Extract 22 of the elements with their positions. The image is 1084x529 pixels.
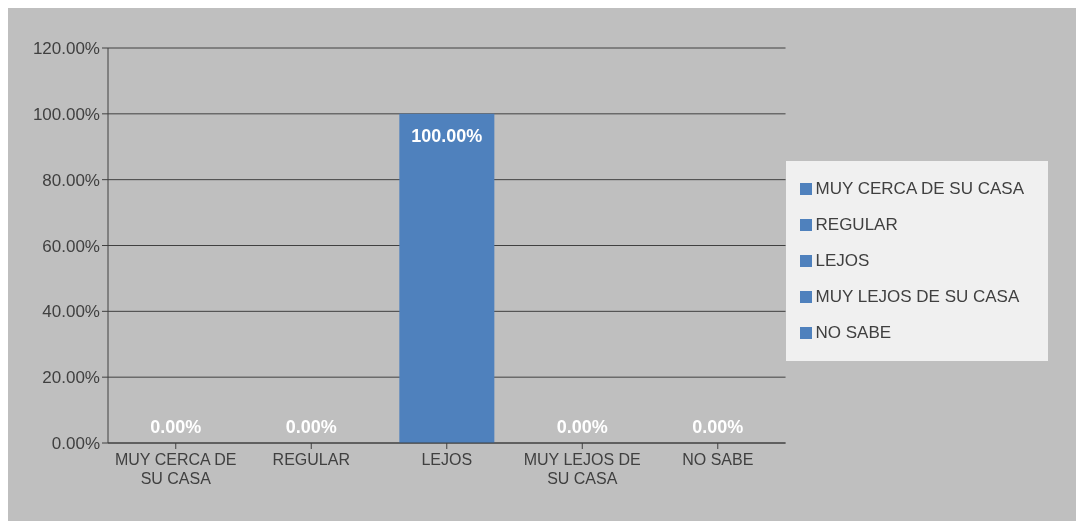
y-tick-label: 80.00% — [42, 170, 100, 190]
data-label: 100.00% — [411, 125, 483, 146]
data-label: 0.00% — [285, 417, 337, 437]
legend-label: MUY CERCA DE SU CASA — [815, 178, 1024, 198]
data-label: 0.00% — [692, 417, 744, 437]
y-tick-label: 20.00% — [42, 368, 100, 388]
data-label: 0.00% — [556, 417, 608, 437]
x-tick-label: MUY LEJOS DE SU CASA — [523, 451, 641, 487]
y-tick-label: 100.00% — [32, 104, 100, 124]
x-tick-label: NO SABE — [682, 451, 754, 468]
legend-label: MUY LEJOS DE SU CASA — [815, 286, 1020, 306]
legend-label: LEJOS — [815, 250, 870, 270]
x-tick-label: LEJOS — [421, 451, 473, 468]
y-tick-label: 120.00% — [32, 39, 100, 59]
x-tick-label: MUY CERCA DE SU CASA — [115, 451, 237, 487]
y-tick-label: 0.00% — [51, 434, 100, 454]
legend-label: REGULAR — [815, 214, 898, 234]
y-tick-label: 40.00% — [42, 302, 100, 322]
legend-label: NO SABE — [815, 322, 892, 342]
y-tick-label: 60.00% — [42, 236, 100, 256]
data-label: 0.00% — [150, 417, 202, 437]
x-tick-label: REGULAR — [272, 451, 350, 468]
